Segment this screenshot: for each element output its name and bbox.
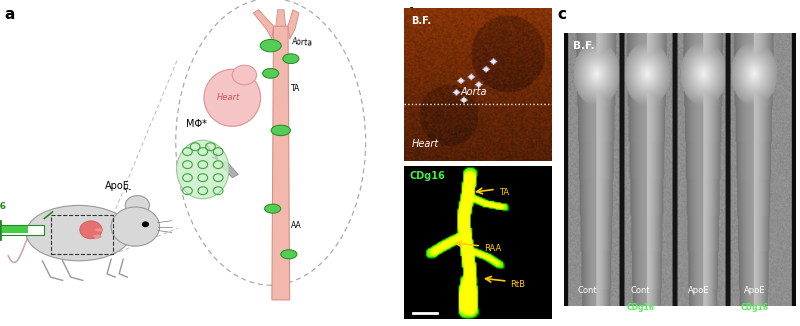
Text: Cont: Cont: [578, 287, 597, 295]
Polygon shape: [276, 10, 286, 26]
Text: MΦ*: MΦ*: [186, 119, 206, 129]
Ellipse shape: [204, 69, 261, 126]
Text: RAA: RAA: [484, 244, 501, 254]
Text: TA: TA: [498, 188, 509, 197]
Text: TA: TA: [291, 84, 300, 93]
Ellipse shape: [232, 65, 257, 85]
Text: Aorta: Aorta: [460, 87, 486, 97]
Ellipse shape: [93, 234, 101, 238]
Text: b: b: [409, 7, 419, 22]
Text: B.F.: B.F.: [411, 16, 431, 26]
Ellipse shape: [95, 228, 103, 232]
Text: CDg16: CDg16: [740, 303, 768, 312]
Text: -/-: -/-: [123, 185, 131, 194]
Text: CDg16: CDg16: [0, 202, 6, 211]
Ellipse shape: [262, 68, 278, 78]
Circle shape: [126, 196, 150, 215]
FancyBboxPatch shape: [2, 226, 28, 233]
Text: ApoE: ApoE: [743, 287, 765, 295]
Text: a: a: [4, 7, 14, 22]
Text: RtB: RtB: [510, 280, 526, 289]
Text: Heart: Heart: [411, 139, 438, 149]
Text: CDg16: CDg16: [410, 171, 446, 181]
Circle shape: [111, 207, 159, 246]
Polygon shape: [254, 10, 274, 39]
Text: CDg16: CDg16: [626, 303, 654, 312]
Text: ApoE: ApoE: [105, 181, 130, 191]
Text: Cont: Cont: [630, 287, 650, 295]
Ellipse shape: [80, 221, 102, 239]
Polygon shape: [220, 161, 238, 178]
Ellipse shape: [281, 250, 297, 259]
Ellipse shape: [271, 125, 290, 136]
Text: Aorta: Aorta: [292, 37, 314, 48]
Ellipse shape: [265, 204, 281, 213]
Polygon shape: [288, 10, 299, 39]
Circle shape: [142, 221, 149, 227]
Ellipse shape: [177, 140, 229, 199]
FancyBboxPatch shape: [0, 225, 45, 235]
Text: Heart: Heart: [217, 93, 240, 102]
Polygon shape: [272, 26, 290, 300]
Text: B.F.: B.F.: [574, 41, 595, 51]
Ellipse shape: [283, 54, 299, 64]
Text: c: c: [557, 7, 566, 22]
Text: ApoE: ApoE: [688, 287, 710, 295]
Ellipse shape: [260, 39, 281, 52]
Ellipse shape: [26, 205, 131, 261]
Text: AA: AA: [291, 221, 302, 230]
